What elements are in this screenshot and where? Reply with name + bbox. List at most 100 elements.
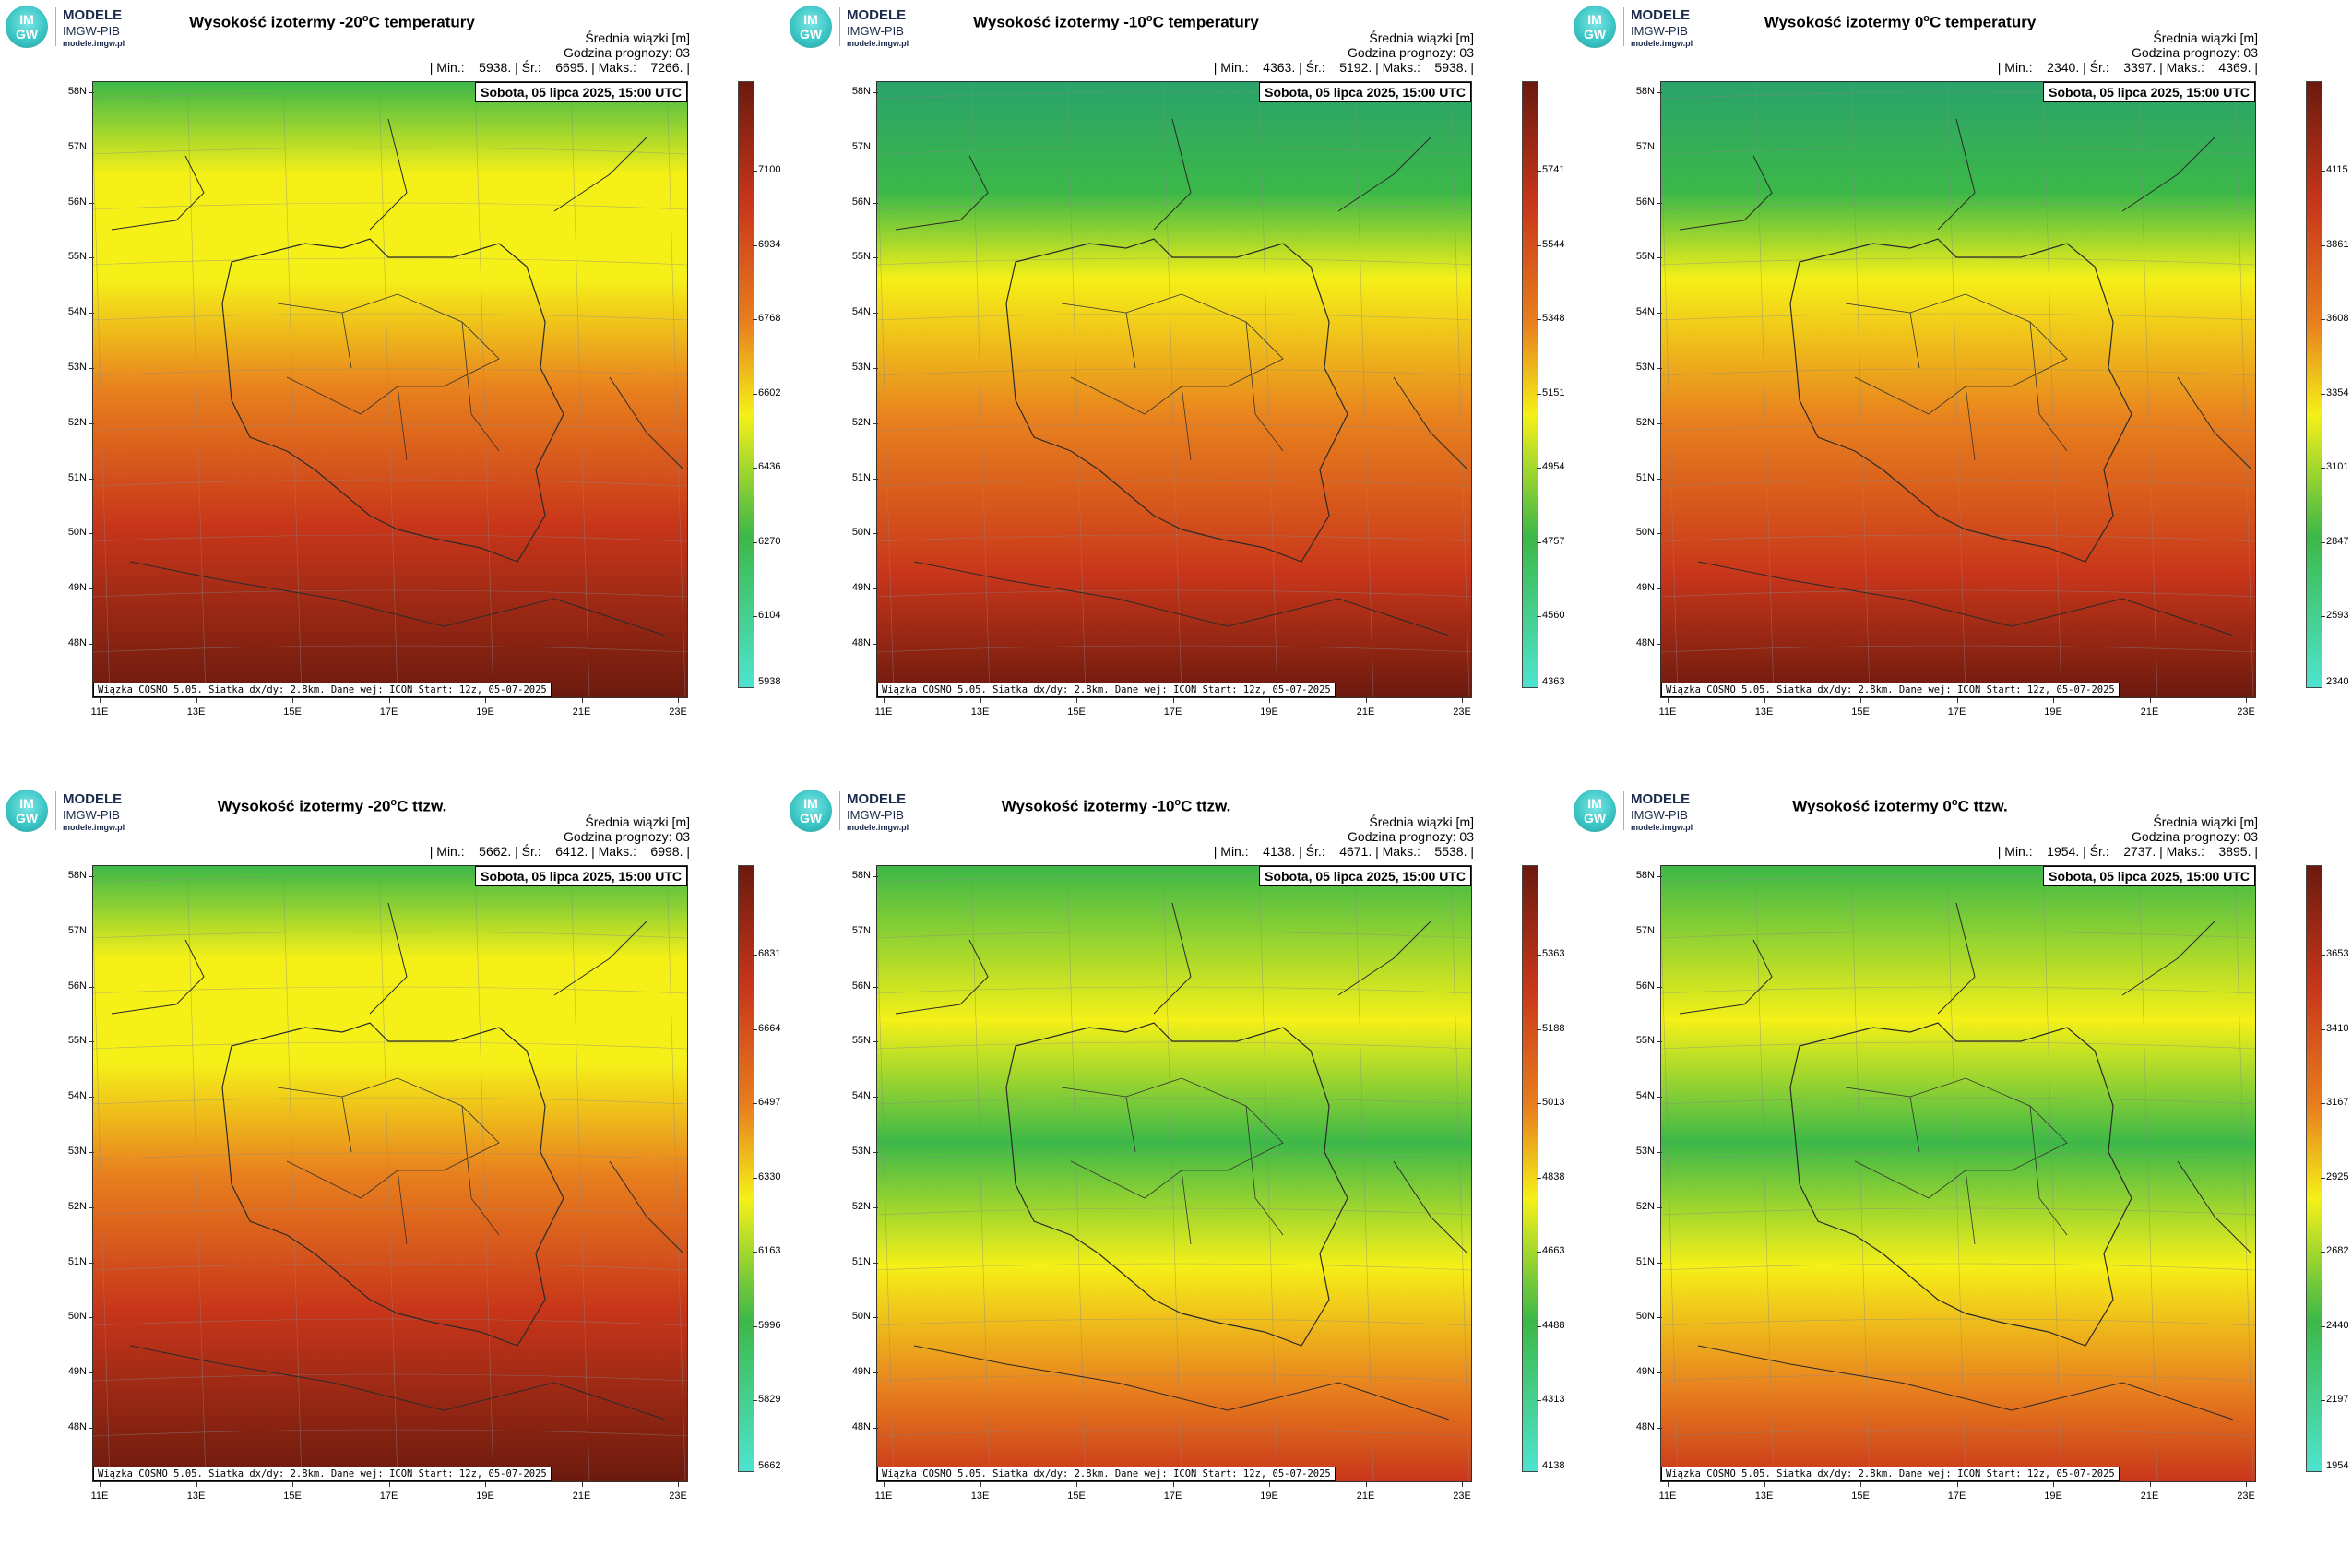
forecast-date: Sobota, 05 lipca 2025, 15:00 UTC: [2043, 82, 2255, 102]
latitude-line: [1661, 368, 2255, 376]
latitude-line: [877, 423, 1471, 432]
colorbar-tick: [753, 171, 757, 172]
latitude-line: [93, 645, 687, 653]
longitude-line: [1850, 82, 1871, 697]
latitude-line: [877, 534, 1471, 542]
longitude-tick: [1269, 1481, 1270, 1487]
latitude-label: 49N: [1635, 582, 1655, 594]
map-area: Sobota, 05 lipca 2025, 15:00 UTC Wiązka C…: [1660, 865, 2256, 1482]
latitude-label: 55N: [67, 251, 87, 263]
latitude-line: [1661, 1318, 2255, 1326]
latitude-tick: [873, 368, 878, 369]
colorbar-tick: [1537, 1325, 1541, 1327]
logo-mark-bottom: GW: [15, 27, 39, 42]
latitude-line: [93, 534, 687, 542]
logo-name: MODELE: [63, 791, 123, 807]
model-info: Wiązka COSMO 5.05. Siatka dx/dy: 2.8km. …: [1661, 1467, 2120, 1481]
latitude-line: [877, 1207, 1471, 1216]
latitude-label: 50N: [67, 1311, 87, 1323]
logo-emblem-icon: IM GW: [1574, 6, 1616, 48]
longitude-label: 19E: [2044, 1491, 2062, 1502]
colorbar-tick: [753, 244, 757, 246]
voivodeship-borders: [1061, 1077, 1284, 1245]
latitude-line: [877, 1429, 1471, 1437]
colorbar-label: 3410: [2326, 1022, 2349, 1034]
latitude-tick: [1657, 588, 1662, 590]
latitude-label: 54N: [851, 1090, 871, 1102]
latitude-tick: [1657, 876, 1662, 877]
colorbar-label: 1954: [2326, 1460, 2349, 1471]
colorbar-label: 5363: [1542, 948, 1565, 959]
neighbour-borders: [1679, 902, 2252, 1420]
longitude-line: [474, 82, 494, 697]
colorbar-tick: [1537, 319, 1541, 320]
latitude-label: 51N: [851, 471, 871, 483]
colorbar-tick: [2321, 1028, 2325, 1030]
forecast-hour: Godzina prognozy: 03: [2132, 45, 2258, 60]
longitude-line: [1258, 82, 1278, 697]
longitude-line: [2042, 82, 2062, 697]
voivodeship-borders: [277, 293, 500, 461]
longitude-tick: [2246, 697, 2247, 703]
latitude-tick: [873, 533, 878, 535]
latitude-tick: [89, 1372, 94, 1374]
latitude-line: [93, 589, 687, 598]
longitude-line: [474, 866, 494, 1481]
latitude-tick: [873, 1097, 878, 1099]
latitude-label: 54N: [851, 306, 871, 318]
longitude-label: 13E: [970, 1491, 990, 1502]
latitude-line: [93, 1318, 687, 1326]
map-area: Sobota, 05 lipca 2025, 15:00 UTC Wiązka C…: [92, 865, 688, 1482]
latitude-tick: [89, 1041, 94, 1043]
latitude-tick: [89, 588, 94, 590]
colorbar-label: 5996: [758, 1319, 781, 1331]
longitude-line: [1450, 866, 1470, 1481]
longitude-tick: [388, 1481, 390, 1487]
longitude-line: [93, 134, 111, 697]
colorbar-tick: [1537, 1252, 1541, 1253]
longitude-line: [1066, 82, 1087, 697]
latitude-line: [93, 423, 687, 432]
colorbar-label: 5544: [1542, 238, 1565, 250]
forecast-date: Sobota, 05 lipca 2025, 15:00 UTC: [475, 82, 687, 102]
colorbar-tick: [753, 541, 757, 543]
longitude-tick: [485, 1481, 486, 1487]
latitude-tick: [89, 257, 94, 259]
latitude-label: 54N: [67, 1090, 87, 1102]
map-panel: IM GW MODELE IMGW-PIB modele.imgw.pl Wysokość…: [0, 0, 784, 784]
latitude-label: 58N: [851, 86, 871, 97]
longitude-tick: [1956, 697, 1958, 703]
map-canvas: [93, 866, 687, 1481]
longitude-line: [1850, 866, 1871, 1481]
longitude-tick: [884, 697, 885, 703]
longitude-label: 17E: [1163, 1491, 1182, 1502]
panel-title: Wysokość izotermy -20oC ttzw.: [138, 797, 526, 816]
longitude-label: 21E: [2140, 707, 2159, 718]
poland-border: [1789, 238, 2132, 563]
longitude-tick: [196, 697, 197, 703]
longitude-line: [570, 82, 590, 697]
longitude-label: 23E: [669, 1491, 687, 1502]
latitude-tick: [1657, 986, 1662, 988]
logo-mark-bottom: GW: [1583, 811, 1607, 826]
latitude-label: 52N: [851, 416, 871, 428]
latitude-label: 55N: [1635, 251, 1655, 263]
latitude-tick: [1657, 533, 1662, 535]
colorbar-label: 4363: [1542, 676, 1565, 687]
latitude-line: [877, 1152, 1471, 1160]
map-panel: IM GW MODELE IMGW-PIB modele.imgw.pl Wysokość…: [784, 784, 1568, 1568]
colorbar-label: 3861: [2326, 238, 2349, 250]
latitude-label: 51N: [67, 1255, 87, 1267]
latitude-tick: [873, 478, 878, 480]
latitude-label: 51N: [67, 471, 87, 483]
map-area: Sobota, 05 lipca 2025, 15:00 UTC Wiązka C…: [92, 81, 688, 698]
longitude-tick: [1860, 1481, 1861, 1487]
latitude-label: 53N: [1635, 362, 1655, 373]
colorbar-label: 6104: [758, 610, 781, 621]
poland-border: [1005, 238, 1348, 563]
longitude-line: [1354, 866, 1374, 1481]
latitude-line: [1661, 1373, 2255, 1382]
longitude-tick: [2246, 1481, 2247, 1487]
latitude-label: 54N: [1635, 306, 1655, 318]
latitude-line: [1661, 147, 2255, 155]
